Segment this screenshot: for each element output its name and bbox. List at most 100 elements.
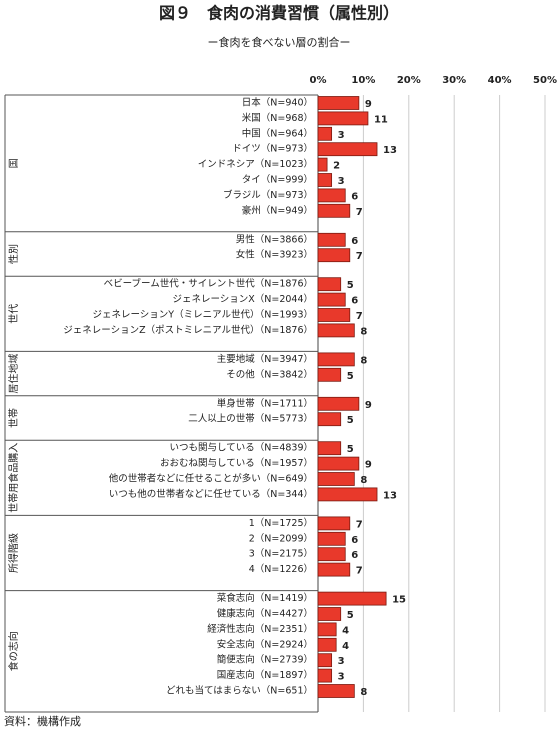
y-tick-label: いつも関与している（N=4839） — [170, 442, 313, 454]
bar — [317, 653, 333, 668]
y-tick-label: ベビーブーム世代・サイレント世代（N=1876） — [104, 278, 313, 290]
chart-title: 図９ 食肉の消費習慣（属性別） — [159, 4, 399, 23]
bar — [317, 173, 333, 187]
bar — [317, 441, 342, 456]
value-label: 11 — [374, 114, 388, 125]
value-label: 5 — [347, 444, 354, 455]
value-label: 6 — [351, 296, 358, 307]
value-label: 9 — [365, 99, 372, 110]
value-label: 7 — [356, 566, 363, 577]
group-label: 食の志向 — [7, 631, 20, 671]
y-tick-label: 女性（N=3923） — [236, 249, 313, 261]
y-tick-label: どれも当てはまらない（N=651） — [166, 685, 313, 697]
y-tick-label: ドイツ（N=973） — [232, 143, 313, 155]
y-tick-label: 1（N=1725） — [249, 517, 313, 529]
y-tick-label: ブラジル（N=973） — [223, 189, 313, 201]
y-tick-label: 4（N=1226） — [249, 563, 313, 575]
bar — [317, 622, 337, 637]
y-tick-label: ジェネレーションY（ミレニアル世代）（N=1993） — [92, 309, 313, 321]
y-tick-label: 簡便志向（N=2739） — [217, 654, 313, 666]
value-label: 7 — [356, 519, 363, 530]
bar — [317, 591, 387, 606]
group-label: 所得階級 — [7, 533, 20, 573]
y-tick-label: 単身世帯（N=1711） — [217, 397, 313, 409]
y-tick-label: 安全志向（N=2924） — [217, 638, 313, 650]
y-tick-label: 二人以上の世帯（N=5773） — [188, 413, 313, 425]
group-label: 世帯用食品購入 — [7, 443, 20, 513]
x-tick-label: 40% — [488, 75, 512, 86]
bar — [317, 531, 346, 546]
y-tick-label: 男性（N=3866） — [236, 233, 313, 245]
value-label: 8 — [360, 687, 367, 698]
group-label: 国 — [8, 158, 20, 168]
value-label: 9 — [365, 400, 372, 411]
group-label: 世代 — [8, 304, 20, 324]
value-label: 9 — [365, 460, 372, 471]
value-label: 3 — [338, 672, 345, 683]
value-label: 13 — [383, 490, 397, 501]
chart-subtitle: ー食肉を食べない層の割合ー — [208, 35, 351, 49]
value-label: 7 — [356, 311, 363, 322]
y-tick-label: 米国（N=968） — [242, 112, 313, 124]
group-label: 居住地域 — [7, 354, 20, 394]
bar — [317, 277, 342, 292]
bar — [317, 516, 351, 531]
value-label: 13 — [383, 145, 397, 156]
bar — [317, 188, 346, 203]
value-label: 15 — [392, 595, 406, 606]
value-label: 6 — [351, 550, 358, 561]
value-label: 8 — [360, 475, 367, 486]
bar — [317, 487, 378, 502]
value-label: 8 — [360, 355, 367, 366]
bar — [317, 111, 369, 126]
bar — [317, 607, 342, 621]
bar — [317, 323, 355, 338]
value-label: 8 — [360, 326, 367, 337]
bar — [317, 684, 355, 698]
y-tick-label: インドネシア（N=1023） — [198, 158, 313, 170]
y-tick-label: 3（N=2175） — [249, 548, 313, 560]
value-label: 5 — [347, 415, 354, 426]
value-label: 7 — [356, 207, 363, 218]
x-tick-label: 20% — [397, 75, 421, 86]
value-label: 3 — [338, 176, 345, 187]
bar — [317, 562, 351, 577]
y-tick-label: 他の世帯者などに任せることが多い（N=649） — [109, 473, 313, 485]
bar — [317, 456, 360, 471]
y-tick-label: 国産志向（N=1897） — [217, 669, 313, 681]
bar — [317, 547, 346, 562]
value-label: 4 — [342, 641, 349, 652]
y-tick-label: 日本（N=940） — [242, 97, 313, 109]
bar — [317, 203, 351, 218]
y-tick-label: 健康志向（N=4427） — [217, 608, 313, 620]
y-tick-label: おおむね関与している（N=1957） — [160, 457, 313, 469]
value-label: 4 — [342, 625, 349, 636]
bar — [317, 668, 333, 683]
y-tick-label: 経済性志向（N=2351） — [207, 623, 313, 635]
value-label: 5 — [347, 280, 354, 291]
y-tick-label: いつも他の世帯者などに任せている（N=344） — [109, 488, 313, 500]
y-tick-label: ジェネレーションX（N=2044） — [172, 293, 313, 305]
x-tick-label: 50% — [533, 75, 557, 86]
bar — [317, 412, 342, 427]
value-label: 3 — [338, 130, 345, 141]
value-label: 6 — [351, 535, 358, 546]
y-tick-label: 菜食志向（N=1419） — [217, 592, 313, 604]
y-tick-label: 中国（N=964） — [242, 127, 313, 139]
bar — [317, 248, 351, 263]
value-label: 6 — [351, 191, 358, 202]
value-label: 7 — [356, 251, 363, 262]
bar — [317, 96, 360, 110]
group-label: 世帯 — [7, 408, 20, 428]
bar — [317, 292, 346, 307]
bar — [317, 396, 360, 411]
bar — [317, 472, 355, 486]
y-tick-label: ジェネレーションZ（ポストミレニアル世代）（N=1876） — [63, 324, 313, 336]
x-tick-label: 10% — [351, 75, 375, 86]
value-label: 6 — [351, 236, 358, 247]
value-label: 5 — [347, 610, 354, 621]
bar — [317, 232, 346, 247]
value-label: 2 — [333, 161, 340, 172]
bar — [317, 308, 351, 322]
y-tick-label: その他（N=3842） — [226, 368, 313, 380]
